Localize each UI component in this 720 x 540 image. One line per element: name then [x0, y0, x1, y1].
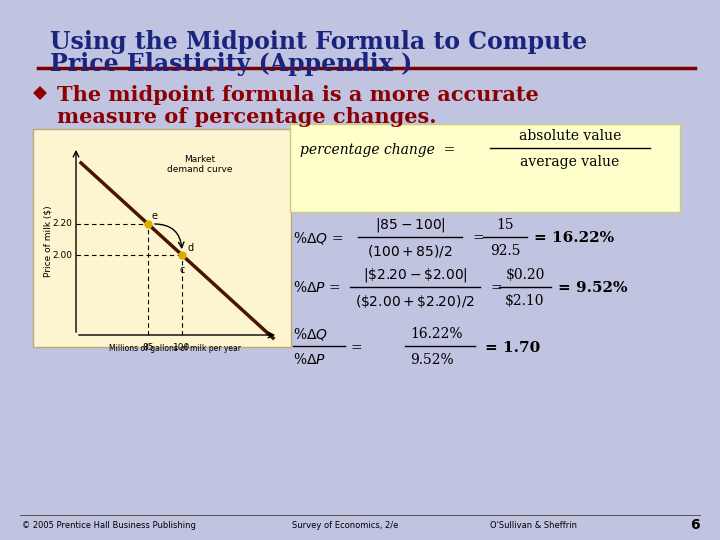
Text: percentage change  =: percentage change =: [300, 143, 455, 157]
Text: Millions of gallons of milk per year: Millions of gallons of milk per year: [109, 344, 241, 353]
Text: %$\Delta P$ =: %$\Delta P$ =: [293, 280, 341, 295]
Text: e: e: [152, 211, 158, 221]
Text: $2.10: $2.10: [505, 294, 545, 308]
Text: 2.00: 2.00: [52, 251, 72, 260]
Text: 100: 100: [174, 343, 191, 352]
Text: $0.20: $0.20: [505, 268, 545, 282]
Text: = 1.70: = 1.70: [485, 341, 540, 355]
Text: Survey of Economics, 2/e: Survey of Economics, 2/e: [292, 521, 398, 530]
Text: 92.5: 92.5: [490, 244, 521, 258]
Text: 6: 6: [690, 518, 700, 532]
Text: 2.20: 2.20: [52, 219, 72, 228]
Text: %$\Delta Q$ =: %$\Delta Q$ =: [293, 230, 343, 246]
Polygon shape: [34, 87, 46, 99]
Text: © 2005 Prentice Hall Business Publishing: © 2005 Prentice Hall Business Publishing: [22, 521, 196, 530]
Text: 9.52%: 9.52%: [410, 353, 454, 367]
Text: d: d: [187, 243, 193, 253]
Text: $(\$2.00+\$2.20)/2$: $(\$2.00+\$2.20)/2$: [355, 293, 474, 309]
Text: Using the Midpoint Formula to Compute: Using the Midpoint Formula to Compute: [50, 30, 587, 54]
Text: Market
demand curve: Market demand curve: [167, 155, 233, 174]
Text: $(100+85)/2$: $(100+85)/2$: [367, 243, 453, 259]
Text: absolute value: absolute value: [519, 129, 621, 143]
Text: =: =: [490, 281, 502, 295]
FancyBboxPatch shape: [290, 124, 680, 212]
Text: 85: 85: [143, 343, 154, 352]
Text: %$\Delta Q$: %$\Delta Q$: [293, 326, 328, 342]
Text: c: c: [180, 265, 185, 275]
Text: 16.22%: 16.22%: [410, 327, 462, 341]
Text: =: =: [472, 231, 484, 245]
Text: measure of percentage changes.: measure of percentage changes.: [57, 107, 436, 127]
Text: 15: 15: [496, 218, 514, 232]
Text: O'Sullivan & Sheffrin: O'Sullivan & Sheffrin: [490, 521, 577, 530]
Text: = 9.52%: = 9.52%: [558, 281, 628, 295]
FancyBboxPatch shape: [33, 129, 291, 347]
Text: %$\Delta P$: %$\Delta P$: [293, 353, 326, 368]
Text: $|85-100|$: $|85-100|$: [374, 216, 446, 234]
Text: average value: average value: [521, 155, 620, 169]
Text: Price Elasticity (Appendix ): Price Elasticity (Appendix ): [50, 52, 413, 76]
Text: The midpoint formula is a more accurate: The midpoint formula is a more accurate: [57, 85, 539, 105]
Text: Price of milk ($): Price of milk ($): [43, 205, 53, 277]
Text: = 16.22%: = 16.22%: [534, 231, 614, 245]
Text: =: =: [351, 341, 363, 355]
Text: $|\$2.20-\$2.00|$: $|\$2.20-\$2.00|$: [363, 266, 467, 284]
